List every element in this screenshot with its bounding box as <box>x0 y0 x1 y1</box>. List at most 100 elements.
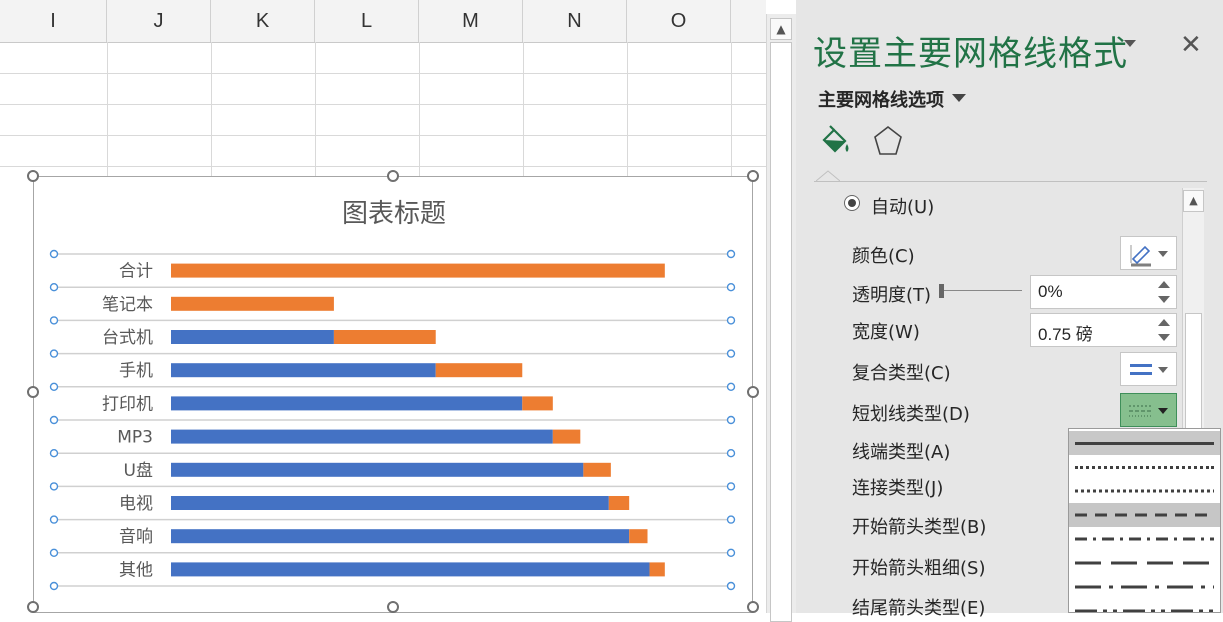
cap-type-label: 线端类型(A) <box>852 442 951 463</box>
transparency-value: 0% <box>1038 282 1063 301</box>
gridline-selection-handle[interactable] <box>49 581 59 591</box>
spin-up-icon[interactable] <box>1158 319 1170 326</box>
chevron-down-icon <box>1158 251 1168 257</box>
auto-radio-button[interactable] <box>844 195 860 211</box>
resize-handle-bottom-left[interactable] <box>27 601 39 613</box>
begin-arrow-type-label: 开始箭头类型(B) <box>852 517 987 538</box>
gridline-selection-handle[interactable] <box>49 482 59 491</box>
chart-title[interactable]: 图表标题 <box>341 199 446 229</box>
close-icon[interactable]: ✕ <box>1180 30 1202 60</box>
bar-series-2[interactable] <box>171 296 334 311</box>
dash-option-solid[interactable] <box>1069 431 1220 455</box>
gridline-selection-handle[interactable] <box>726 316 736 325</box>
gridline-selection-handle[interactable] <box>726 382 736 392</box>
bar-series-1[interactable] <box>171 429 553 444</box>
gridline-selection-handle[interactable] <box>49 349 59 358</box>
gridline-selection-handle[interactable] <box>49 282 59 292</box>
width-spinbox[interactable]: 0.75 磅 <box>1030 313 1177 347</box>
resize-handle-top[interactable] <box>387 170 399 182</box>
compound-type-button[interactable] <box>1120 352 1177 386</box>
gridline-selection-handle[interactable] <box>726 515 736 524</box>
column-header-i[interactable]: I <box>0 0 107 42</box>
gridline-selection-handle[interactable] <box>49 548 59 557</box>
spin-up-icon[interactable] <box>1158 281 1170 288</box>
bar-series-2[interactable] <box>608 496 630 510</box>
gridline-options-dropdown[interactable]: 主要网格线选项 <box>818 90 944 111</box>
bar-series-2[interactable] <box>333 330 436 344</box>
resize-handle-top-left[interactable] <box>27 170 39 182</box>
column-header-n[interactable]: N <box>523 0 627 42</box>
dash-option-long-dash[interactable] <box>1069 551 1220 575</box>
resize-handle-top-right[interactable] <box>747 170 759 182</box>
dash-option-dash[interactable] <box>1069 503 1220 527</box>
gridline-selection-handle[interactable] <box>726 548 736 557</box>
pentagon-icon[interactable] <box>871 124 905 160</box>
bar-series-2[interactable] <box>649 562 665 577</box>
bar-series-2[interactable] <box>435 363 523 378</box>
bar-series-2[interactable] <box>522 396 553 411</box>
column-header-l[interactable]: L <box>315 0 419 42</box>
dash-option-long-dash-dot-dot[interactable] <box>1069 599 1220 612</box>
grid-row-line <box>0 135 766 136</box>
auto-radio-label[interactable]: 自动(U) <box>871 197 935 218</box>
sheet-vertical-scrollbar[interactable]: ▲ <box>766 14 796 622</box>
color-picker-button[interactable] <box>1120 236 1177 270</box>
gridline-selection-handle[interactable] <box>726 349 736 358</box>
dash-option-square-dot[interactable] <box>1069 479 1220 503</box>
chart-area[interactable]: 合计 笔记本 台式机 手机 打印机 MP3 U盘 电视 音响 其他 图表标题 <box>33 176 753 613</box>
chevron-down-icon[interactable] <box>952 94 966 102</box>
resize-handle-bottom[interactable] <box>387 601 399 613</box>
gridline-selection-handle[interactable] <box>726 249 736 259</box>
column-header-m[interactable]: M <box>419 0 523 42</box>
bar-series-2[interactable] <box>629 529 648 544</box>
section-divider <box>814 181 1207 182</box>
dash-type-dropdown-list[interactable] <box>1068 428 1221 613</box>
gridline-selection-handle[interactable] <box>49 249 59 259</box>
transparency-slider-track[interactable] <box>942 290 1022 291</box>
bar-series-1[interactable] <box>171 396 523 411</box>
resize-handle-left[interactable] <box>27 386 39 398</box>
scrollbar-thumb[interactable] <box>770 42 792 622</box>
spreadsheet-area[interactable]: I J K L M N O 合计 笔记本 台式机 手机 打印机 MP3 U盘 电视 音响 其他 图… <box>0 0 766 613</box>
gridline-selection-handle[interactable] <box>726 415 736 425</box>
category-label: U盘 <box>124 461 153 481</box>
resize-handle-right[interactable] <box>747 386 759 398</box>
gridline-selection-handle[interactable] <box>49 515 59 524</box>
bar-series-1[interactable] <box>171 363 436 378</box>
scroll-up-button[interactable]: ▲ <box>770 18 792 40</box>
gridline-selection-handle[interactable] <box>49 415 59 425</box>
gridline-selection-handle[interactable] <box>726 581 736 591</box>
column-header-j[interactable]: J <box>107 0 211 42</box>
gridline-selection-handle[interactable] <box>49 316 59 325</box>
spin-down-icon[interactable] <box>1158 334 1170 341</box>
bar-series-2[interactable] <box>583 462 611 477</box>
bar-series-1[interactable] <box>171 462 584 477</box>
spin-down-icon[interactable] <box>1158 296 1170 303</box>
dash-option-long-dash-dot[interactable] <box>1069 575 1220 599</box>
gridline-selection-handle[interactable] <box>49 449 59 458</box>
gridline-selection-handle[interactable] <box>726 449 736 458</box>
resize-handle-bottom-right[interactable] <box>747 601 759 613</box>
transparency-slider-thumb[interactable] <box>939 284 944 298</box>
paint-bucket-icon[interactable] <box>818 124 852 160</box>
gridline-selection-handle[interactable] <box>49 382 59 392</box>
gridline-selection-handle[interactable] <box>726 482 736 491</box>
join-type-label: 连接类型(J) <box>852 478 944 499</box>
bar-series-2[interactable] <box>171 263 665 278</box>
gridline-selection-handle[interactable] <box>726 282 736 292</box>
bar-series-1[interactable] <box>171 330 334 344</box>
category-label: 其他 <box>119 560 153 580</box>
scroll-up-button[interactable]: ▲ <box>1183 190 1204 212</box>
dash-option-dash-dot[interactable] <box>1069 527 1220 551</box>
dash-type-button[interactable] <box>1120 393 1177 427</box>
transparency-spinbox[interactable]: 0% <box>1030 275 1177 309</box>
column-header-k[interactable]: K <box>211 0 315 42</box>
bar-series-2[interactable] <box>552 429 581 444</box>
bar-series-1[interactable] <box>171 496 609 510</box>
column-header-o[interactable]: O <box>627 0 731 42</box>
bar-series-1[interactable] <box>171 529 630 544</box>
bar-series-1[interactable] <box>171 562 650 577</box>
pane-options-caret-icon[interactable] <box>1124 40 1136 47</box>
dash-option-round-dot[interactable] <box>1069 455 1220 479</box>
